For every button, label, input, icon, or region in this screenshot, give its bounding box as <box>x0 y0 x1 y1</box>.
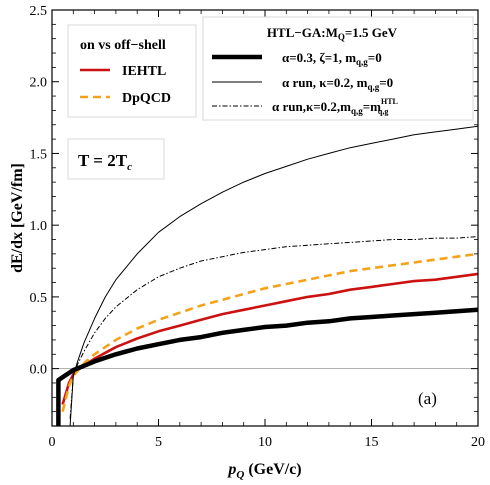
x-tick-label-4: 20 <box>471 435 485 450</box>
series-line-4 <box>69 236 478 419</box>
temperature-box-frame <box>67 138 165 180</box>
series-layer <box>56 125 478 426</box>
temperature-box: T = 2Tc <box>67 138 165 180</box>
x-tick-label-1: 5 <box>155 435 162 450</box>
y-tick-label-2: 1.0 <box>30 219 48 234</box>
legend-right-title: HTL−GA:MQ=1.5 GeV <box>267 25 398 42</box>
legend-label-dpqcd: DpQCD <box>122 91 171 106</box>
x-tick-label-3: 15 <box>365 435 379 450</box>
legend-label-alpha-run: α run, κ=0.2, mq,g=0 <box>282 75 393 92</box>
panel-label: (a) <box>418 389 437 408</box>
series-line-1 <box>61 252 478 413</box>
legend-right: HTL−GA:MQ=1.5 GeV α=0.3, ζ=1, mq,g=0 α r… <box>202 16 474 121</box>
tick-layer: 0 5 10 15 20 0.0 0.5 1.0 1.5 2.0 2.5 <box>30 4 486 450</box>
y-tick-label-1: 0.5 <box>30 291 48 306</box>
series-line-2 <box>56 307 478 426</box>
x-axis-label: pQ (GeV/c) <box>226 461 301 481</box>
x-tick-label-0: 0 <box>49 435 56 450</box>
y-tick-label-5: 2.5 <box>30 4 48 19</box>
legend-left: on vs off−shell IEHTL DpQCD <box>67 24 197 118</box>
series-line-0 <box>61 272 478 405</box>
y-tick-label-3: 1.5 <box>30 147 48 162</box>
temperature-label: T = 2Tc <box>78 151 132 173</box>
y-axis-label: dE/dx [GeV/fm] <box>9 163 26 273</box>
y-tick-label-4: 2.0 <box>30 76 48 91</box>
legend-label-alpha-run-htl: α run,κ=0.2,mq,g=mHTL q,g <box>272 97 398 116</box>
x-tick-label-2: 10 <box>258 435 272 450</box>
series-line-3 <box>69 125 478 426</box>
legend-label-alpha03: α=0.3, ζ=1, mq,g=0 <box>282 50 382 67</box>
legend-left-title: on vs off−shell <box>80 38 166 53</box>
legend-right-box <box>202 16 474 121</box>
legend-label-iehtl: IEHTL <box>122 64 166 79</box>
y-tick-label-0: 0.0 <box>30 363 48 378</box>
